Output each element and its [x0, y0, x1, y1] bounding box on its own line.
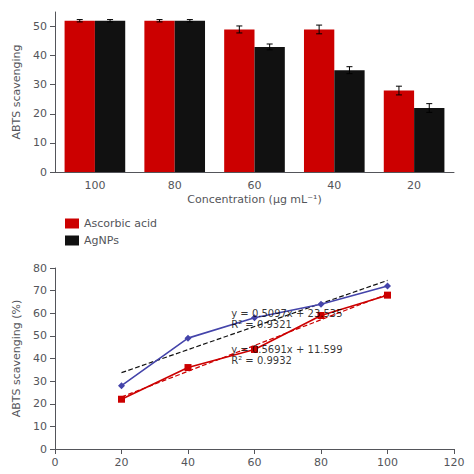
svg-text:80: 80: [314, 456, 328, 469]
svg-text:0: 0: [52, 456, 59, 469]
svg-text:AgNPs: AgNPs: [84, 234, 119, 247]
svg-text:40: 40: [181, 456, 195, 469]
svg-text:80: 80: [168, 179, 182, 192]
svg-text:40: 40: [33, 352, 47, 365]
svg-text:50: 50: [33, 20, 47, 33]
svg-text:60: 60: [248, 456, 262, 469]
svg-text:60: 60: [248, 179, 262, 192]
svg-text:70: 70: [33, 284, 47, 297]
svg-text:120: 120: [444, 456, 465, 469]
svg-text:20: 20: [33, 397, 47, 410]
svg-text:ABTS scavenging: ABTS scavenging: [10, 44, 23, 139]
svg-text:60: 60: [33, 307, 47, 320]
svg-text:40: 40: [33, 49, 47, 62]
svg-text:40: 40: [327, 179, 341, 192]
svg-text:50: 50: [33, 329, 47, 342]
svg-text:Ascorbic acid: Ascorbic acid: [84, 217, 157, 230]
svg-text:ABTS scavenging (%): ABTS scavenging (%): [10, 300, 23, 418]
svg-text:20: 20: [33, 107, 47, 120]
svg-text:y = 0.5097x + 23.535: y = 0.5097x + 23.535: [231, 308, 342, 319]
svg-text:100: 100: [377, 456, 398, 469]
svg-text:Concentration (μg mL⁻¹): Concentration (μg mL⁻¹): [187, 193, 321, 206]
svg-text:100: 100: [84, 179, 105, 192]
svg-text:80: 80: [33, 262, 47, 275]
svg-text:y = 0.5691x + 11.599: y = 0.5691x + 11.599: [231, 344, 342, 355]
svg-text:10: 10: [33, 136, 47, 149]
svg-text:20: 20: [407, 179, 421, 192]
svg-text:20: 20: [115, 456, 129, 469]
svg-text:R² = 0.9321: R² = 0.9321: [231, 319, 292, 330]
svg-text:30: 30: [33, 78, 47, 91]
svg-text:30: 30: [33, 375, 47, 388]
svg-text:0: 0: [40, 166, 47, 179]
svg-text:R² = 0.9932: R² = 0.9932: [231, 355, 292, 366]
svg-text:10: 10: [33, 420, 47, 433]
svg-text:0: 0: [40, 443, 47, 456]
